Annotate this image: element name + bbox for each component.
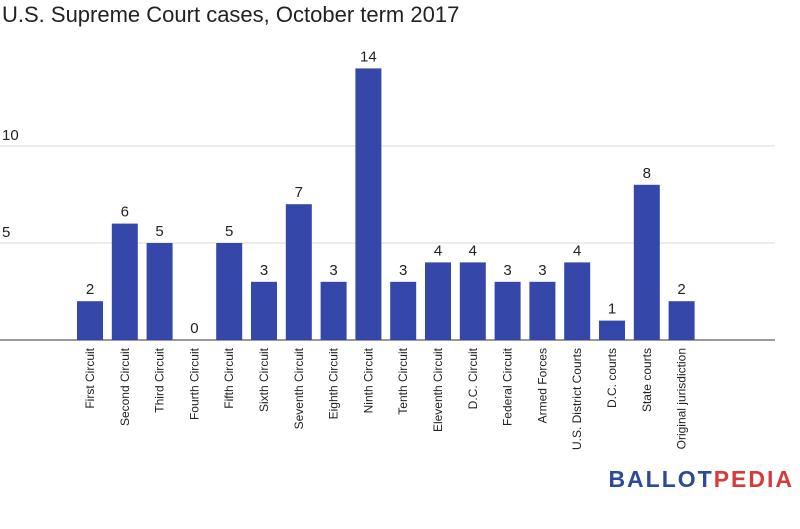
bar-eighth-circuit	[320, 281, 347, 340]
bar-third-circuit	[146, 243, 173, 340]
bar-first-circuit	[77, 301, 103, 340]
data-label-third-circuit: 5	[155, 223, 163, 240]
data-label-armed-forces: 3	[538, 262, 546, 279]
x-tick-label-d-c-circuit: D.C. Circuit	[466, 347, 480, 409]
x-tick-label-eighth-circuit: Eighth Circuit	[327, 347, 341, 419]
y-tick-label-10: 10	[2, 127, 19, 144]
data-label-d-c-circuit: 4	[469, 242, 477, 259]
chart-title: U.S. Supreme Court cases, October term 2…	[2, 2, 460, 27]
bar-d-c-circuit	[459, 262, 486, 340]
bar-fifth-circuit	[216, 243, 243, 340]
y-tick-label-5: 5	[2, 224, 10, 241]
data-label-seventh-circuit: 7	[295, 184, 303, 201]
bar-seventh-circuit	[285, 204, 312, 340]
bar-ninth-circuit	[355, 68, 382, 341]
bar-armed-forces	[529, 281, 556, 340]
x-tick-label-first-circuit: First Circuit	[83, 347, 97, 408]
data-label-original-jurisdiction: 2	[677, 281, 685, 298]
bar-tenth-circuit	[390, 281, 417, 340]
data-label-federal-circuit: 3	[503, 262, 511, 279]
bar-d-c-courts	[599, 320, 625, 340]
data-label-fourth-circuit: 0	[190, 320, 198, 337]
y-axis-ticks: 5 10	[2, 127, 19, 241]
data-label-second-circuit: 6	[121, 204, 129, 221]
data-label-sixth-circuit: 3	[260, 262, 268, 279]
bar-eleventh-circuit	[425, 262, 451, 340]
bar-sixth-circuit	[251, 281, 277, 340]
bars	[77, 68, 695, 341]
bar-second-circuit	[111, 223, 138, 340]
data-label-eighth-circuit: 3	[329, 262, 337, 279]
x-tick-label-sixth-circuit: Sixth Circuit	[257, 347, 271, 412]
x-tick-label-second-circuit: Second Circuit	[118, 347, 132, 426]
bar-u-s-district-courts	[564, 262, 591, 340]
x-tick-label-eleventh-circuit: Eleventh Circuit	[431, 347, 445, 432]
x-tick-label-third-circuit: Third Circuit	[153, 347, 167, 412]
x-tick-label-fifth-circuit: Fifth Circuit	[222, 347, 236, 408]
x-tick-label-original-jurisdiction: Original jurisdiction	[675, 348, 689, 449]
x-tick-label-d-c-courts: D.C. courts	[605, 348, 619, 408]
x-tick-label-seventh-circuit: Seventh Circuit	[292, 347, 306, 429]
data-label-first-circuit: 2	[86, 281, 94, 298]
data-labels: 2 6 5 0 5 3 7 3 14 3 4 4 3 3 4 1 8 2	[86, 48, 686, 337]
data-label-d-c-courts: 1	[608, 301, 616, 318]
data-label-tenth-circuit: 3	[399, 262, 407, 279]
data-label-u-s-district-courts: 4	[573, 242, 581, 259]
x-tick-label-state-courts: State courts	[640, 348, 654, 412]
data-label-eleventh-circuit: 4	[434, 242, 442, 259]
ballotpedia-logo: BALLOTPEDIA	[608, 466, 794, 493]
logo-part-ballot: BALLOT	[608, 466, 714, 492]
x-tick-label-ninth-circuit: Ninth Circuit	[361, 347, 375, 413]
bar-federal-circuit	[494, 281, 521, 340]
bar-original-jurisdiction	[668, 301, 695, 340]
x-tick-label-tenth-circuit: Tenth Circuit	[396, 347, 410, 414]
x-tick-label-fourth-circuit: Fourth Circuit	[187, 347, 201, 420]
x-tick-label-armed-forces: Armed Forces	[535, 348, 549, 423]
data-label-state-courts: 8	[643, 165, 651, 182]
logo-part-pedia: PEDIA	[713, 466, 794, 492]
bar-state-courts	[633, 184, 660, 340]
data-label-fifth-circuit: 5	[225, 223, 233, 240]
x-tick-label-u-s-district-courts: U.S. District Courts	[570, 348, 584, 450]
x-tick-label-federal-circuit: Federal Circuit	[501, 347, 515, 426]
x-axis-labels: First Circuit Second Circuit Third Circuit…	[83, 347, 689, 450]
data-label-ninth-circuit: 14	[360, 48, 377, 65]
